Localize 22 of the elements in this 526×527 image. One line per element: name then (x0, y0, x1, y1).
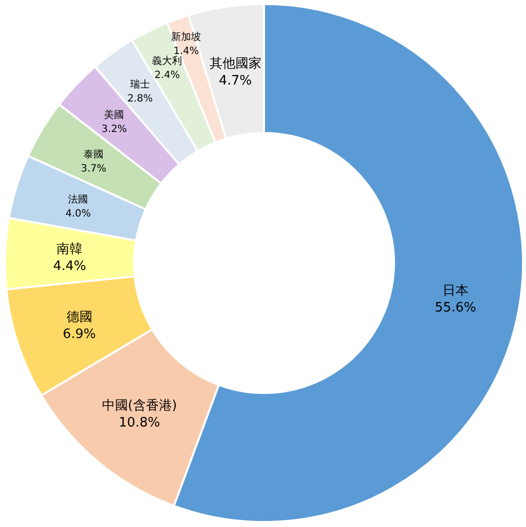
slice-label: 法國 (68, 193, 88, 206)
data-label: 10.8% (118, 415, 160, 430)
data-label: 2.4% (154, 70, 180, 82)
data-label: 2.8% (127, 93, 153, 104)
data-label: 6.9% (62, 327, 96, 342)
slice-label: 泰國 (84, 149, 104, 160)
slice-label: 德國 (66, 310, 92, 326)
slice-label: 中國(含香港) (102, 398, 178, 414)
slice-label: 日本 (442, 283, 468, 298)
slice-label: 南韓 (56, 242, 83, 257)
slice-label: 義大利 (152, 55, 182, 68)
data-label: 4.0% (66, 208, 91, 220)
slice-label: 瑞士 (130, 78, 150, 90)
slice-label: 新加坡 (171, 30, 202, 43)
data-label: 4.4% (53, 258, 86, 274)
slice-label: 美國 (104, 108, 124, 121)
data-label: 3.2% (102, 124, 127, 135)
slice-label: 其他國家 (209, 56, 262, 72)
data-label: 4.7% (218, 74, 252, 89)
data-label: 3.7% (80, 163, 106, 174)
data-label: 55.6% (434, 300, 476, 316)
data-label: 1.4% (174, 46, 199, 57)
